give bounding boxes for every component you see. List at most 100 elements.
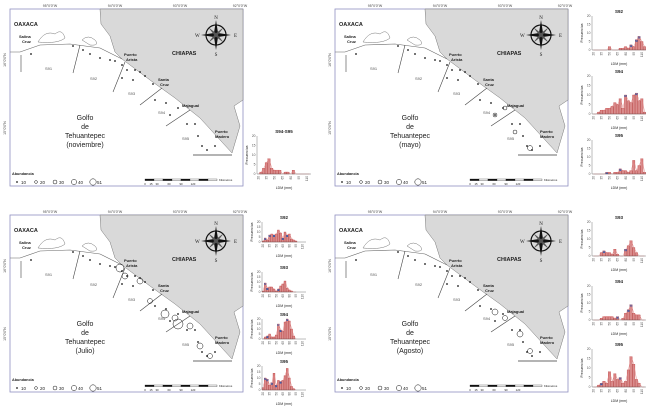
scale-tick: 120 xyxy=(191,388,196,392)
scale-segment xyxy=(144,178,155,181)
zone-label-s93: S93 xyxy=(128,297,136,302)
histogram-bar xyxy=(621,170,625,175)
station-point xyxy=(197,341,199,343)
station-point xyxy=(522,341,524,343)
gulf-label: de xyxy=(81,124,89,131)
x-tick-label: 65 xyxy=(616,389,620,393)
station-point xyxy=(30,259,32,261)
station-point xyxy=(451,275,453,277)
abundance-legend-title: Abundancia xyxy=(337,172,360,176)
histogram-bar xyxy=(605,252,609,257)
station-point xyxy=(502,313,504,315)
histogram-bar xyxy=(637,36,641,51)
scale-tick: 15 xyxy=(474,388,478,392)
y-tick-label: 0 xyxy=(589,385,591,389)
x-tick-label: 20 xyxy=(591,389,595,393)
x-tick-label: 110 xyxy=(640,52,644,57)
latitude-label: 15°0'0"N xyxy=(3,327,7,341)
longitude-label: 93°0'0"W xyxy=(173,210,188,214)
station-point xyxy=(89,259,91,261)
label-puerto-arista: Puerto xyxy=(124,52,137,57)
compass-star xyxy=(533,27,549,43)
trend-line xyxy=(262,280,297,293)
x-tick-label: 95 xyxy=(632,176,636,180)
compass-s: S xyxy=(215,259,218,264)
histogram-y-label: Frecuencias xyxy=(580,293,584,312)
histogram-bar xyxy=(626,172,630,175)
abundance-circle xyxy=(115,263,125,273)
label-salina-cruz: Salina xyxy=(344,34,357,39)
histogram-title: S92 xyxy=(615,9,624,14)
compass-s: S xyxy=(540,259,543,264)
histogram-bar xyxy=(632,313,636,321)
zone-label-s92: S92 xyxy=(415,282,423,287)
station-point xyxy=(479,99,481,101)
station-point xyxy=(114,60,116,62)
station-point xyxy=(214,351,216,353)
station-point xyxy=(126,275,128,277)
latitude-label: 16°0'0"N xyxy=(3,259,7,273)
latitude-label: 15°0'0"N xyxy=(3,121,7,135)
abundance-legend-symbol xyxy=(359,180,363,184)
station-point xyxy=(165,308,167,310)
station-point xyxy=(446,283,448,285)
scale-tick: 120 xyxy=(516,388,521,392)
x-tick-label: 20 xyxy=(591,322,595,326)
longitude-label: 92°0'0"W xyxy=(558,210,573,214)
blue-marker xyxy=(602,250,606,253)
scale-segment xyxy=(478,384,489,387)
label-puerto-madero: Puerto xyxy=(215,129,228,134)
station-point xyxy=(407,49,409,51)
histogram-bar xyxy=(637,165,641,175)
histogram-bar xyxy=(272,336,276,340)
station-point xyxy=(539,351,541,353)
x-tick-label: 35 xyxy=(599,258,603,262)
x-tick-label: 20 xyxy=(591,258,595,262)
histogram-y-label: Frecuencias xyxy=(250,319,254,338)
month-label: (Agosto) xyxy=(397,348,423,355)
y-tick-label: 20 xyxy=(257,220,261,224)
label-oaxaca: OAXACA xyxy=(339,228,363,234)
station-point xyxy=(464,71,466,73)
y-tick-label: 10 xyxy=(587,366,591,370)
station-point xyxy=(109,59,111,61)
trend-line xyxy=(593,92,645,115)
zone-boundary xyxy=(397,44,406,74)
abundance-legend-value: 40 xyxy=(403,180,409,185)
histogram-x-label: LDM (mm) xyxy=(276,402,293,406)
station-point xyxy=(457,79,459,81)
compass-e: E xyxy=(559,34,562,39)
histogram-bar xyxy=(266,239,269,243)
abundance-circle xyxy=(147,298,153,304)
y-tick-label: 5 xyxy=(589,310,591,314)
gulf-label: Tehuantepec xyxy=(390,133,431,140)
abundance-legend-value: 30 xyxy=(384,180,390,185)
label-salina-cruz: Cruz xyxy=(22,39,31,44)
trend-line xyxy=(593,240,645,257)
station-point xyxy=(169,320,171,322)
x-tick-label: 35 xyxy=(268,244,272,248)
blue-marker xyxy=(627,309,630,312)
land-chiapas xyxy=(424,8,569,154)
station-point xyxy=(451,69,453,71)
scale-segment xyxy=(180,384,191,387)
station-point xyxy=(121,77,123,79)
abundance-legend-value: 51 xyxy=(422,386,428,391)
station-point xyxy=(519,329,521,331)
abundance-legend-symbol xyxy=(340,180,344,184)
longitude-label: 95°0'0"W xyxy=(43,210,58,214)
x-tick-label: 95 xyxy=(632,52,636,56)
blue-marker xyxy=(266,336,269,338)
scale-tick: 0 xyxy=(144,388,146,392)
y-tick-label: 15 xyxy=(257,275,261,279)
zone-boundary xyxy=(437,61,451,93)
y-tick-label: 15 xyxy=(587,23,591,27)
scale-tick: 90 xyxy=(504,388,508,392)
longitude-label: 93°0'0"W xyxy=(498,210,513,214)
abundance-legend-symbol xyxy=(359,386,363,390)
histogram-y-label: Frecuencias xyxy=(245,145,249,164)
y-tick-label: 0 xyxy=(254,172,256,176)
station-point xyxy=(494,320,496,322)
abundance-legend-symbol xyxy=(340,386,344,390)
